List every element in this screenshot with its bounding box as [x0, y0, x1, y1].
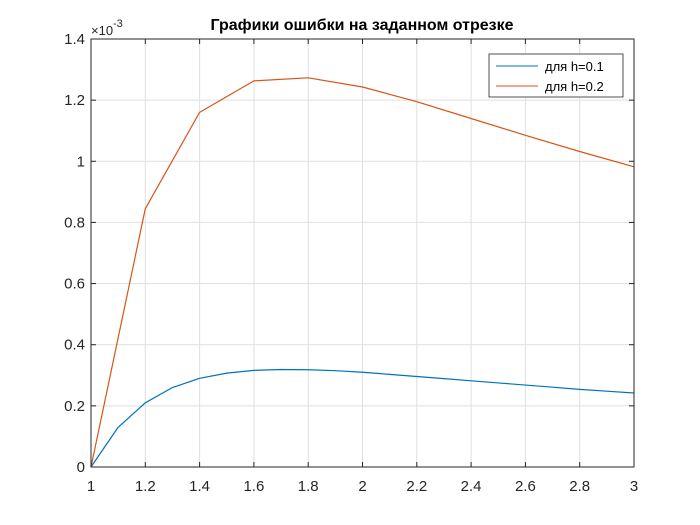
y-tick-label: 0.2 — [64, 398, 85, 415]
x-tick-label: 2 — [358, 478, 366, 495]
legend-label-h01: для h=0.1 — [545, 59, 604, 74]
x-tick-label: 1.6 — [243, 478, 264, 495]
y-exponent: ×10 -3 — [91, 18, 123, 38]
y-tick-label: 0.6 — [64, 276, 85, 293]
y-tick-label: 0.8 — [64, 214, 85, 231]
axis-ticks — [90, 38, 635, 468]
chart-title: Графики ошибки на заданном отрезке — [211, 17, 514, 34]
x-tick-labels: 1 1.2 1.4 1.6 1.8 2 2.2 2.4 2.6 2.8 3 — [87, 478, 638, 495]
x-tick-label: 1.4 — [189, 478, 210, 495]
x-tick-label: 3 — [630, 478, 638, 495]
series-line-h02 — [90, 77, 635, 468]
x-tick-label: 1 — [87, 478, 95, 495]
legend-box — [488, 53, 624, 98]
legend-label-h02: для h=0.2 — [545, 79, 604, 94]
y-tick-label: 1 — [77, 153, 85, 170]
y-tick-labels: 0 0.2 0.4 0.6 0.8 1 1.2 1.4 — [64, 31, 85, 476]
x-tick-label: 2.6 — [515, 478, 536, 495]
series-lines — [90, 77, 635, 468]
x-tick-label: 1.2 — [135, 478, 156, 495]
y-tick-label: 1.4 — [64, 31, 85, 48]
y-tick-label: 1.2 — [64, 92, 85, 109]
y-exponent-base: ×10 — [91, 23, 113, 38]
x-tick-label: 1.8 — [298, 478, 319, 495]
x-tick-label: 2.8 — [569, 478, 590, 495]
y-tick-label: 0.4 — [64, 337, 85, 354]
legend: для h=0.1 для h=0.2 — [488, 53, 624, 98]
series-line-h01 — [90, 368, 635, 468]
x-tick-label: 2.4 — [461, 478, 482, 495]
x-tick-label: 2.2 — [406, 478, 427, 495]
y-exponent-power: -3 — [113, 18, 123, 30]
y-tick-label: 0 — [77, 459, 85, 476]
